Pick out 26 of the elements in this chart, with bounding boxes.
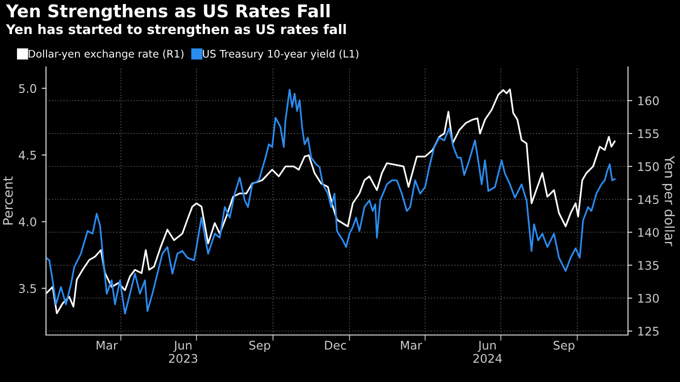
y-tick-label: 3.5 <box>19 284 36 293</box>
y-tick-label: 5.0 <box>19 84 36 93</box>
y2-tick-label: 135 <box>638 260 659 270</box>
x-tick-label: Mar <box>96 340 118 350</box>
x-tick-label: Sep <box>554 340 574 352</box>
y-tick-label: 4.5 <box>18 150 36 160</box>
x-tick-label: Sep <box>249 340 270 352</box>
y2-tick-label: 155 <box>638 129 659 138</box>
legend-label: Dollar-yen exchange rate (R1) <box>28 50 184 60</box>
x-tick-label: Jun 2023 <box>169 340 198 363</box>
y2-tick-label: 125 <box>638 326 659 336</box>
y-axis-title: Percent <box>3 176 13 225</box>
y-tick-label: 4.0 <box>18 217 36 226</box>
line-series <box>46 88 616 314</box>
x-tick-label: Dec <box>325 340 346 350</box>
y2-tick-label: 150 <box>638 162 659 172</box>
legend-label: US Treasury 10-year yield (L1) <box>202 50 358 60</box>
y2-tick-label: 130 <box>638 294 659 303</box>
y2-tick-label: 140 <box>638 228 659 237</box>
y2-tick-label: 145 <box>638 195 659 204</box>
chart-subtitle: Yen has started to strengthen as US rates fall <box>6 24 346 37</box>
chart-title: Yen Strengthens as US Rates Fall <box>6 4 330 21</box>
y2-axis-title: Yen per dollar <box>662 156 675 246</box>
x-tick-label: Jun 2024 <box>473 340 502 363</box>
x-tick-label: Mar <box>401 340 422 350</box>
y2-tick-label: 160 <box>638 96 659 106</box>
